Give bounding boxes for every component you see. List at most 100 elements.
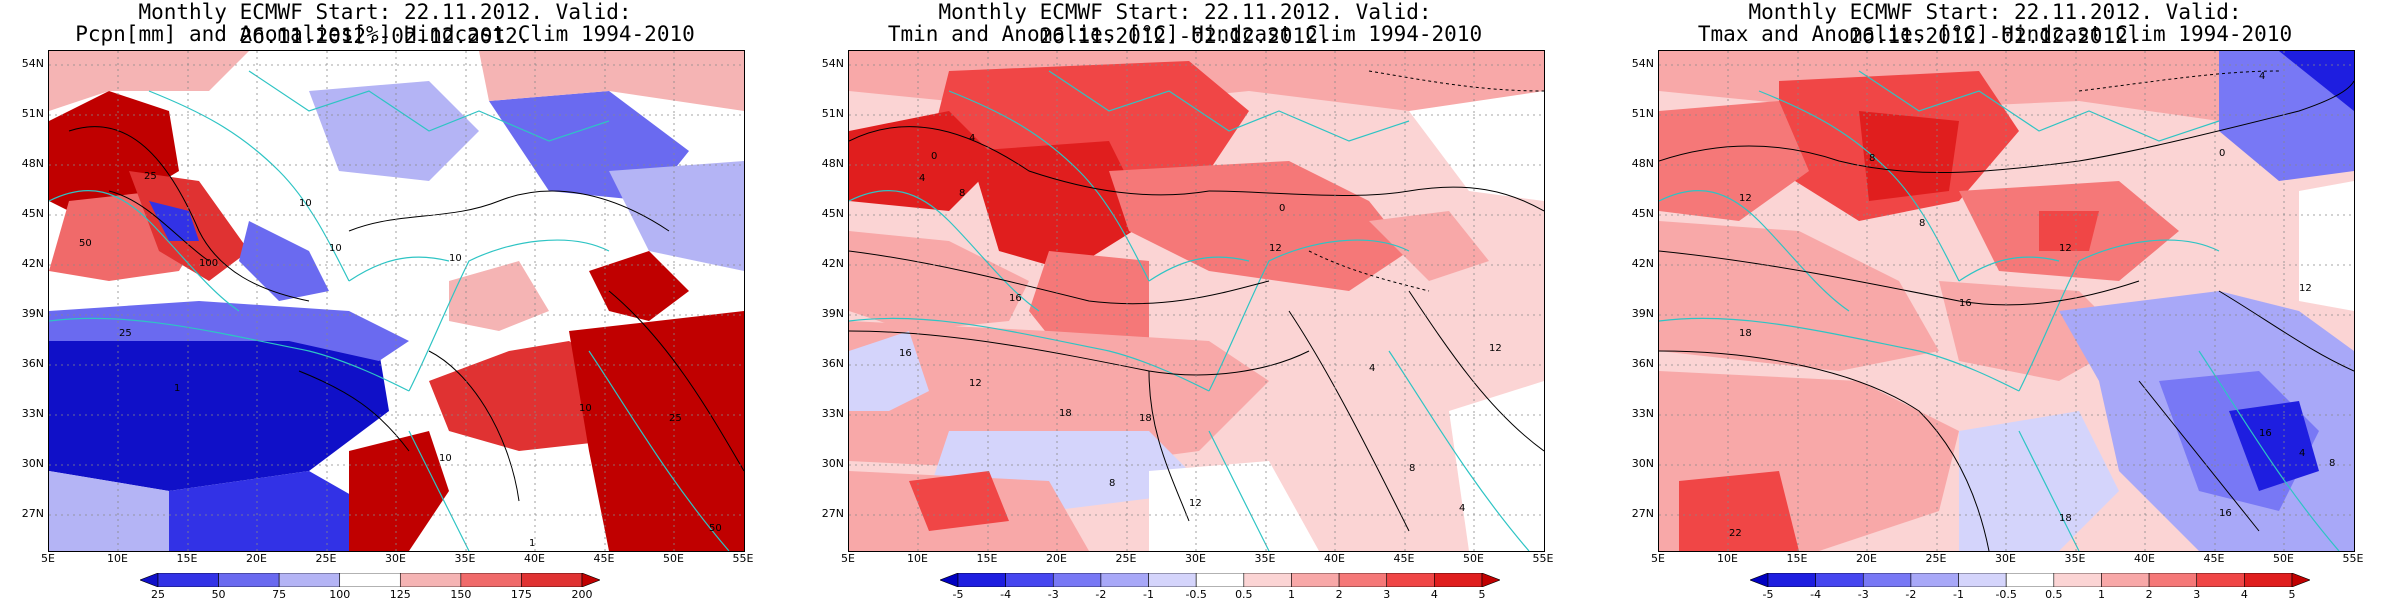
map-area: 0 4 4 8 12 16 16 12 18 8 12 4 8 4 0 12 1… [848, 50, 1545, 552]
panel-title: Monthly ECMWF Start: 22.11.2012. Valid: … [938, 0, 1432, 48]
colorbar-label: -3 [1857, 588, 1869, 601]
colorbar-label: 0.5 [2045, 588, 2063, 601]
precip-panel: Monthly ECMWF Start: 22.11.2012. Valid: … [0, 0, 770, 601]
contour-label: 8 [1919, 218, 1925, 229]
contour-label: 8 [2329, 458, 2335, 469]
colorbar-label: -5 [952, 588, 964, 601]
colorbar-label: 3 [2193, 588, 2201, 601]
contour-label: 4 [919, 173, 925, 184]
longitude-label: 40E [2134, 552, 2155, 565]
colorbar-label: 5 [1478, 588, 1486, 601]
longitude-label: 55E [1532, 552, 1554, 565]
colorbar-swatch [1862, 572, 1912, 588]
colorbar-swatch [1195, 572, 1245, 588]
contour-label: 12 [2059, 243, 2072, 254]
colorbar-label: -3 [1047, 588, 1059, 601]
contour-label: 12 [1489, 343, 1502, 354]
contour-label: 16 [1959, 298, 1972, 309]
contour-label: 100 [199, 258, 218, 269]
contour-label: 8 [959, 188, 965, 199]
map-area: 25 50 10 100 10 25 10 1 10 25 50 10 1 [48, 50, 745, 552]
latitude-label: 48N [1631, 157, 1654, 170]
contour-label: 0 [1279, 203, 1285, 214]
colorbar [939, 572, 1501, 591]
contour-label: 50 [79, 238, 92, 249]
latitude-label: 36N [21, 357, 44, 370]
longitude-label: 45E [2203, 552, 2225, 565]
longitude-label: 30E [385, 552, 406, 565]
longitude-label: 50E [663, 552, 684, 565]
colorbar-swatch [1148, 572, 1197, 588]
latitude-label: 27N [21, 507, 44, 520]
colorbar-label: 25 [151, 588, 165, 601]
latitude-label: 51N [1631, 107, 1654, 120]
contour-label: 22 [1729, 528, 1742, 539]
colorbar-swatch [2053, 572, 2102, 588]
colorbar-swatch [157, 572, 219, 588]
colorbar-swatch [399, 572, 462, 588]
latitude-label: 54N [821, 57, 844, 70]
colorbar-swatch [581, 572, 601, 588]
contour-label: 18 [2059, 513, 2072, 524]
colorbar [139, 572, 601, 591]
contour-label: 1 [529, 538, 535, 549]
contour-label: 4 [2299, 448, 2305, 459]
contour-label: 8 [1409, 463, 1415, 474]
colorbar-swatch [2148, 572, 2198, 588]
latitude-label: 42N [1631, 257, 1654, 270]
colorbar-label: -1 [1143, 588, 1155, 601]
colorbar-swatch [1005, 572, 1054, 588]
longitude-label: 10E [1717, 552, 1738, 565]
longitude-label: 50E [2273, 552, 2294, 565]
panel-subtitle: Pcpn[mm] and Anomalies[%] Hindcast Clim … [75, 22, 695, 46]
colorbar-label: -0.5 [1185, 588, 1207, 601]
colorbar-swatches [139, 572, 601, 588]
contour-label: 16 [2259, 428, 2272, 439]
longitude-label: 35E [454, 552, 476, 565]
latitude-label: 39N [821, 307, 844, 320]
latitude-label: 51N [21, 107, 44, 120]
latitude-label: 27N [1631, 507, 1654, 520]
panel-title: Monthly ECMWF Start: 22.11.2012. Valid: … [138, 0, 632, 48]
contour-label: 50 [709, 523, 722, 534]
latitude-label: 30N [21, 457, 44, 470]
colorbar-label: 75 [272, 588, 287, 601]
longitude-label: 30E [1185, 552, 1206, 565]
longitude-label: 40E [524, 552, 545, 565]
latitude-label: 33N [821, 407, 844, 420]
longitude-label: 20E [1856, 552, 1877, 565]
colorbar-swatch [2005, 572, 2055, 588]
longitude-label: 55E [732, 552, 754, 565]
longitude-label: 15E [976, 552, 998, 565]
colorbar-label: 175 [510, 588, 532, 601]
colorbar-swatch [218, 572, 280, 588]
contour-label: 25 [669, 413, 682, 424]
colorbar-label: 100 [329, 588, 351, 601]
colorbar-swatch [957, 572, 1006, 588]
colorbar-swatch [460, 572, 522, 588]
longitude-label: 5E [841, 552, 855, 565]
colorbar-swatch [2101, 572, 2150, 588]
colorbar-swatch [278, 572, 341, 588]
colorbar-swatch [1434, 572, 1483, 588]
longitude-label: 10E [907, 552, 928, 565]
contour-label: 25 [144, 171, 157, 182]
colorbar-label: 2 [1335, 588, 1343, 601]
colorbar-label: 2 [2145, 588, 2153, 601]
contour-label: 12 [1739, 193, 1752, 204]
longitude-label: 50E [1463, 552, 1484, 565]
colorbar-swatch [1338, 572, 1388, 588]
colorbar-label: 5 [2288, 588, 2296, 601]
latitude-label: 42N [21, 257, 44, 270]
latitude-label: 45N [821, 207, 844, 220]
longitude-label: 10E [107, 552, 128, 565]
contour-label: 0 [2219, 148, 2225, 159]
contour-label: 8 [1109, 478, 1115, 489]
contour-label: 12 [2299, 283, 2312, 294]
colorbar-swatch [139, 572, 159, 588]
colorbar-swatch [1291, 572, 1340, 588]
contour-label: 10 [329, 243, 342, 254]
contour-label: 16 [1009, 293, 1022, 304]
longitude-label: 30E [1995, 552, 2016, 565]
contour-label: 16 [899, 348, 912, 359]
